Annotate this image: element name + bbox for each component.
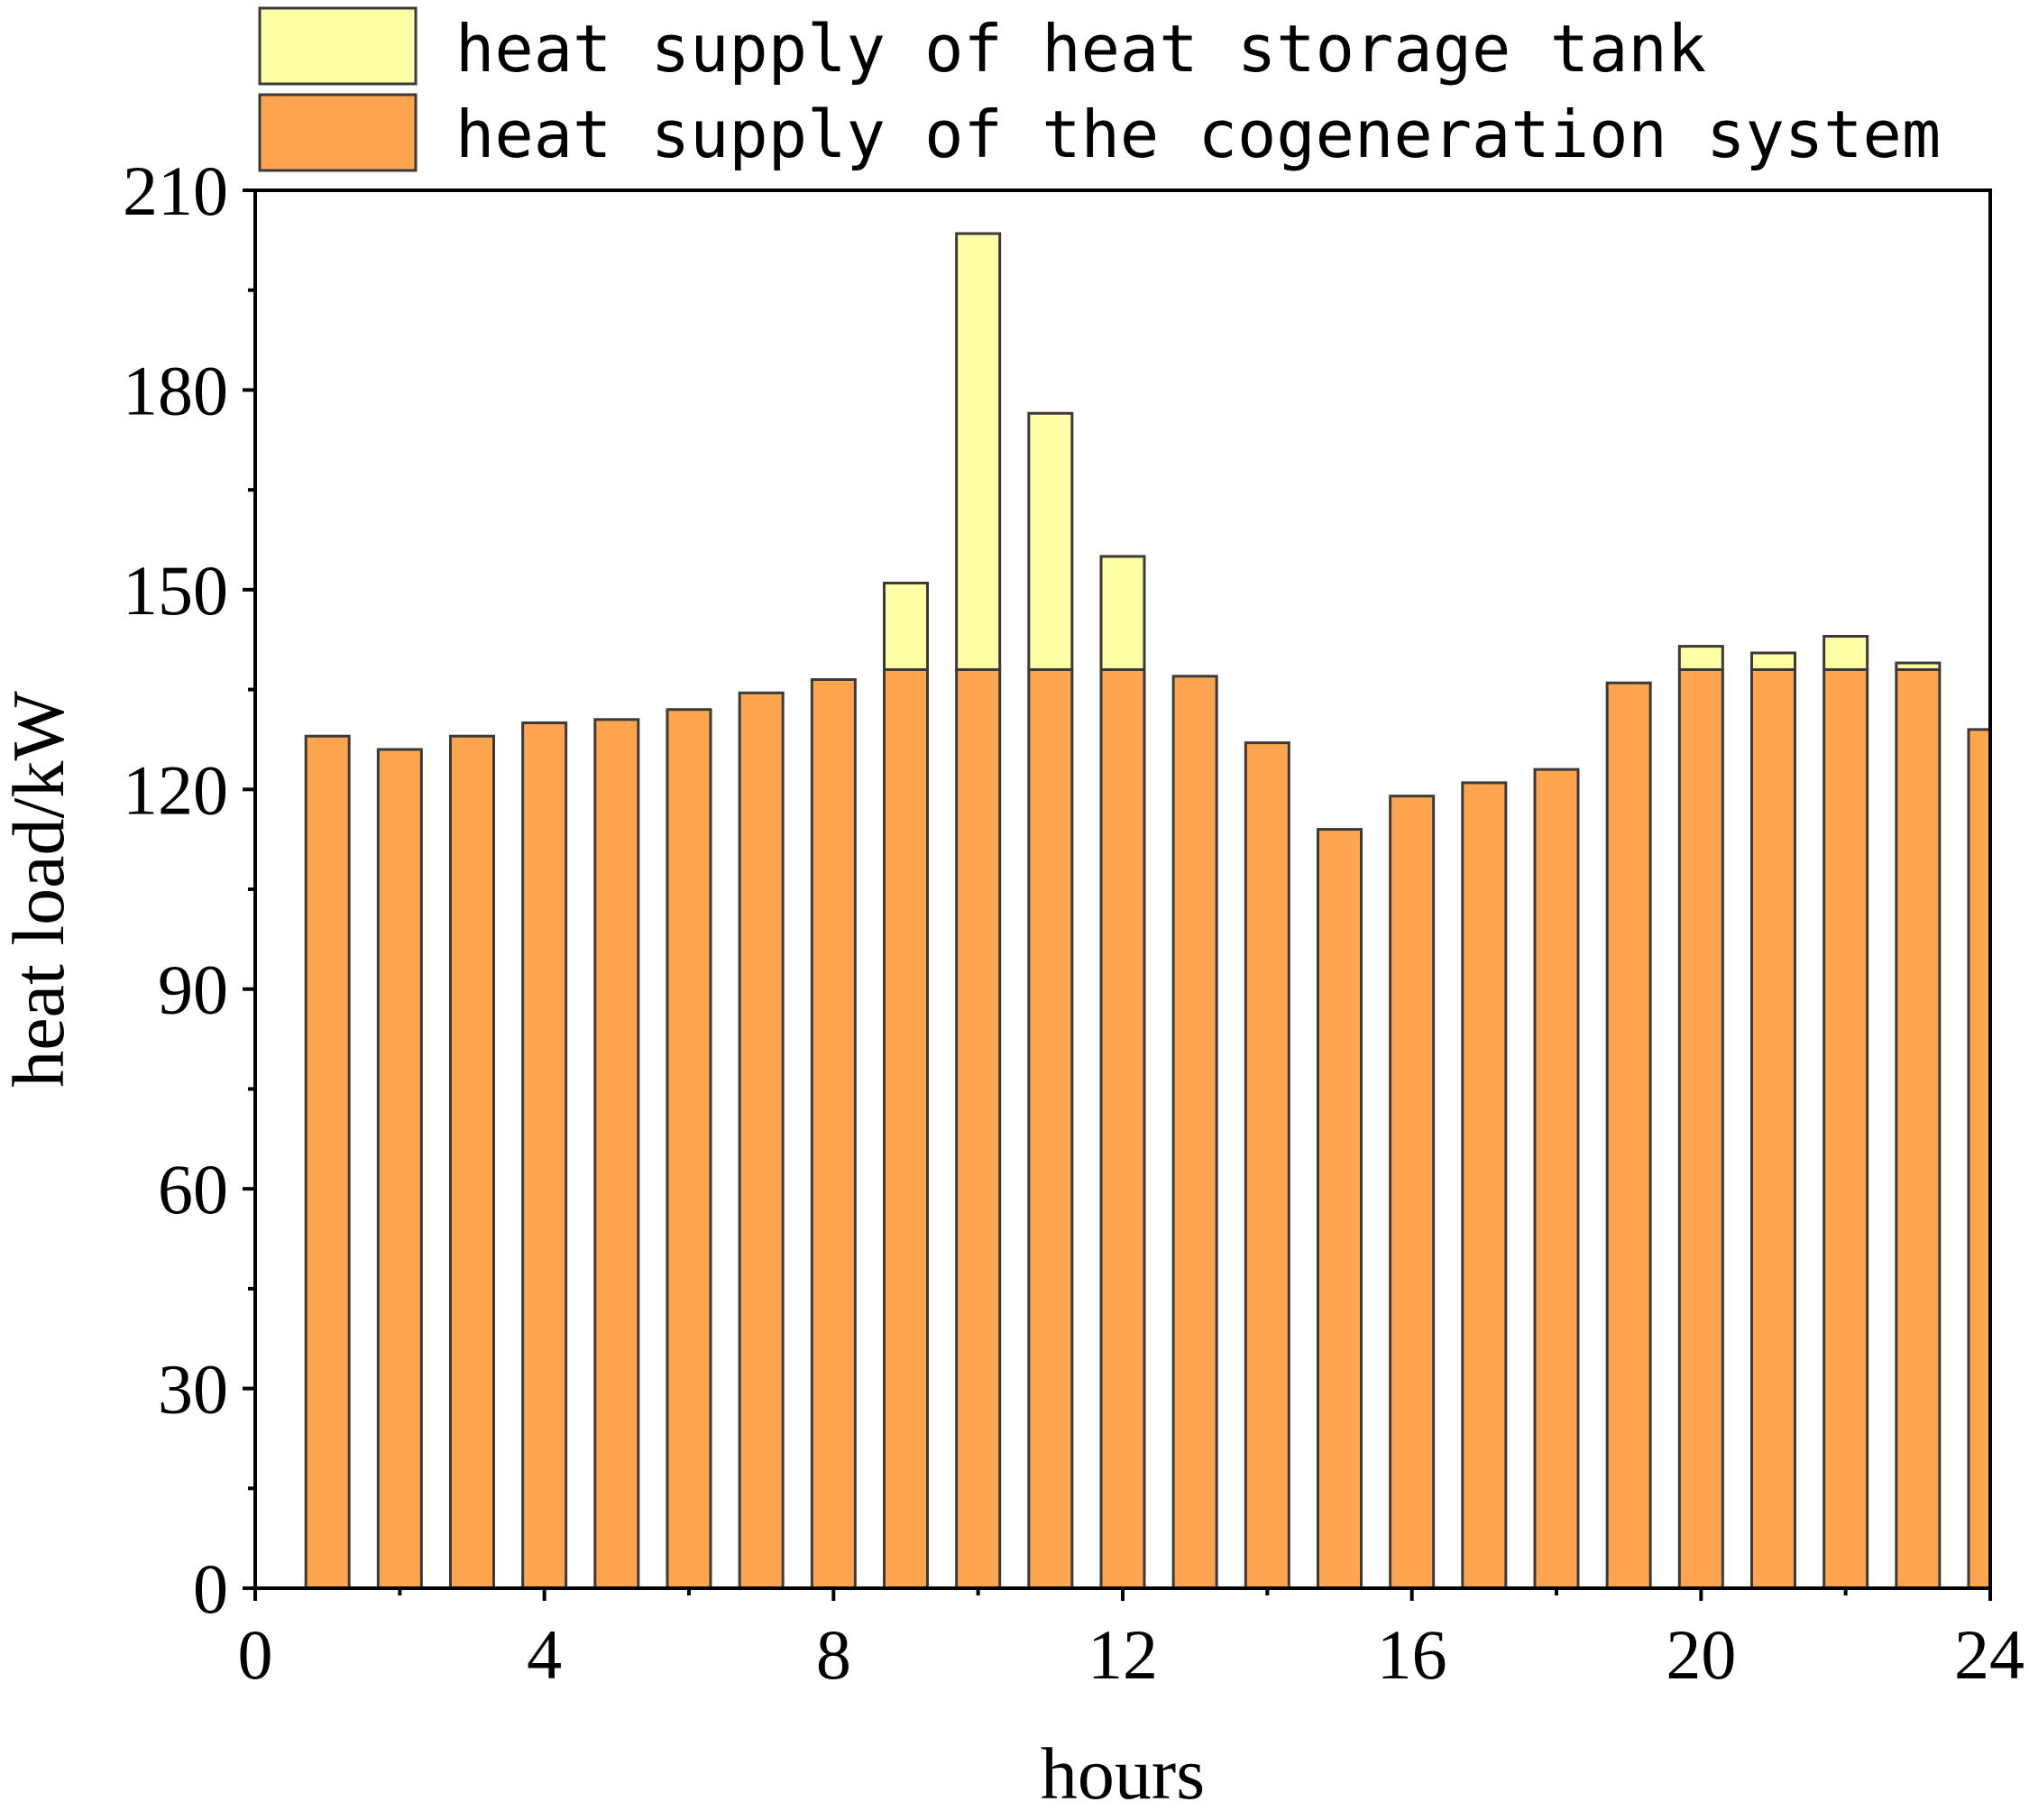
y-tick-label: 180 bbox=[123, 351, 228, 429]
y-tick-label: 90 bbox=[158, 951, 228, 1029]
bar-cogeneration bbox=[1822, 667, 1869, 1590]
x-tick-label: 8 bbox=[816, 1615, 851, 1694]
bar-cogeneration bbox=[1027, 667, 1074, 1590]
bar-cogeneration bbox=[1750, 667, 1796, 1590]
bar-cogeneration bbox=[1533, 768, 1580, 1590]
bar-heat-storage bbox=[955, 232, 1002, 671]
bar-cogeneration bbox=[1461, 781, 1508, 1590]
bar-cogeneration bbox=[1389, 795, 1436, 1590]
legend-label-storage: heat supply of heat storage tank bbox=[455, 11, 1706, 87]
x-tick-label: 12 bbox=[1088, 1615, 1158, 1694]
y-tick-label: 30 bbox=[158, 1350, 228, 1429]
bar-heat-storage bbox=[1099, 555, 1146, 671]
bar-cogeneration bbox=[1244, 741, 1290, 1590]
y-tick-label: 60 bbox=[158, 1150, 228, 1228]
bar-cogeneration bbox=[738, 691, 785, 1590]
y-tick-label: 120 bbox=[123, 750, 228, 829]
bar-cogeneration bbox=[810, 678, 857, 1590]
bar-cogeneration bbox=[376, 748, 423, 1590]
y-tick-label: 210 bbox=[123, 152, 228, 230]
bar-cogeneration bbox=[1895, 667, 1942, 1590]
legend: heat supply of heat storage tank heat su… bbox=[258, 6, 1941, 172]
bar-cogeneration bbox=[1967, 728, 1992, 1590]
bar-cogeneration bbox=[1605, 681, 1652, 1590]
bar-cogeneration bbox=[1677, 667, 1724, 1590]
y-tick-label: 150 bbox=[123, 551, 228, 630]
x-ticks: 0 4 8 12 16 20 24 bbox=[238, 1588, 2024, 1694]
legend-label-cogeneration: heat supply of the cogeneration system bbox=[455, 97, 1941, 172]
bar-cogeneration bbox=[883, 667, 929, 1590]
bar-cogeneration bbox=[1171, 675, 1218, 1590]
y-tick-label: 0 bbox=[193, 1549, 228, 1628]
x-tick-label: 0 bbox=[238, 1615, 273, 1694]
x-tick-label: 4 bbox=[527, 1615, 562, 1694]
bar-cogeneration bbox=[666, 708, 712, 1590]
bar-cogeneration bbox=[449, 734, 495, 1590]
legend-swatch-storage bbox=[258, 6, 418, 86]
bars bbox=[304, 232, 1992, 1590]
y-axis-label: heat load/kW bbox=[0, 691, 79, 1088]
bar-cogeneration bbox=[304, 734, 351, 1590]
y-ticks: 0 30 60 90 120 150 180 210 bbox=[123, 152, 255, 1628]
legend-swatch-cogeneration bbox=[258, 93, 418, 172]
bar-cogeneration bbox=[1099, 667, 1146, 1590]
bar-heat-storage bbox=[1677, 645, 1724, 671]
bar-heat-storage bbox=[883, 581, 929, 671]
x-tick-label: 20 bbox=[1666, 1615, 1736, 1694]
bar-cogeneration bbox=[593, 718, 640, 1590]
bar-heat-storage bbox=[1027, 411, 1074, 671]
bar-cogeneration bbox=[955, 667, 1002, 1590]
x-tick-label: 24 bbox=[1954, 1615, 2024, 1694]
x-tick-label: 16 bbox=[1377, 1615, 1447, 1694]
bar-cogeneration bbox=[521, 721, 568, 1590]
bar-heat-storage bbox=[1895, 661, 1942, 671]
bar-heat-storage bbox=[1822, 635, 1869, 671]
bar-heat-storage bbox=[1750, 651, 1796, 671]
x-axis-label: hours bbox=[1041, 1733, 1205, 1815]
bar-cogeneration bbox=[1317, 828, 1363, 1590]
